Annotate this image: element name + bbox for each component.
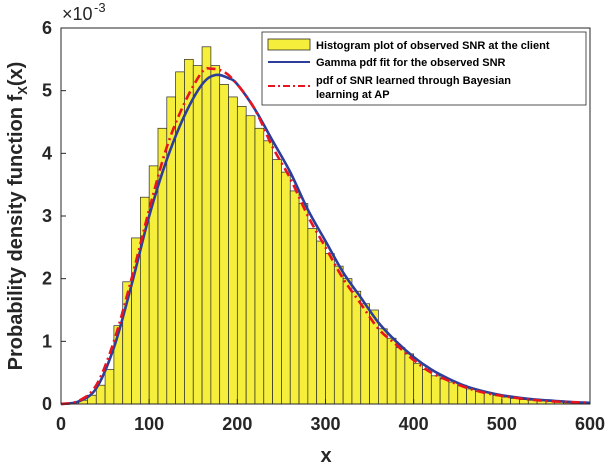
y-tick-label: 5: [42, 81, 52, 101]
x-axis-label: x: [320, 445, 331, 466]
histogram-bar: [281, 171, 291, 405]
histogram-bar: [263, 140, 273, 405]
y-axis-label-tail: (x): [5, 62, 27, 86]
y-tick-label: 2: [42, 269, 52, 289]
y-tick-label: 3: [42, 206, 52, 226]
histogram-bar: [219, 84, 229, 405]
histogram-bar: [422, 369, 432, 405]
histogram-bar: [413, 362, 423, 405]
legend-label-bayes-line1: pdf of SNR learned through Bayesian: [316, 75, 511, 87]
histogram-bar: [289, 190, 300, 405]
histogram-bar: [448, 381, 459, 405]
histogram-bar: [298, 203, 309, 405]
histogram-bar: [360, 303, 370, 405]
legend-label-bayes-line2: learning at AP: [316, 89, 390, 101]
legend-swatch-histogram: [267, 38, 311, 51]
y-tick-label: 0: [42, 394, 52, 414]
histogram-bar: [272, 159, 282, 405]
y-tick-label: 6: [42, 18, 52, 38]
histogram-bar: [307, 228, 318, 405]
histogram-bar: [378, 328, 388, 405]
histogram-bar: [254, 127, 265, 405]
pdf-curves: [60, 66, 591, 406]
x-tick-label: 600: [575, 414, 605, 434]
x-tick-label: 500: [487, 414, 517, 434]
histogram-bar: [104, 369, 115, 405]
x-tick-label: 0: [56, 414, 66, 434]
histogram-bar: [210, 65, 221, 405]
histogram-bar: [325, 253, 335, 405]
y-axis-label: Probability density function fX(x): [5, 62, 30, 371]
histogram-bar: [404, 353, 415, 405]
histogram-bar: [430, 375, 441, 405]
y-tick-label: 4: [42, 143, 52, 163]
x-tick-label: 100: [134, 414, 164, 434]
histogram-bar: [333, 265, 344, 405]
histogram-bar: [386, 337, 397, 405]
x-tick-label: 400: [399, 414, 429, 434]
histogram-bar: [395, 347, 406, 405]
x-tick-label: 200: [222, 414, 252, 434]
histogram-bar: [439, 378, 450, 405]
legend-label-histogram: Histogram plot of observed SNR at the cl…: [316, 40, 550, 52]
y-exponent-power: -3: [94, 0, 106, 15]
x-axis-ticks: 0 100 200 300 400 500 600: [56, 399, 605, 434]
histogram-bar: [342, 278, 353, 405]
y-axis-ticks: 0 1 2 3 4 5 6: [42, 18, 66, 414]
histogram-bar: [201, 46, 212, 405]
y-exponent-base: ×10: [62, 4, 93, 24]
histogram-bar: [351, 290, 362, 405]
y-axis-label-main: Probability density function f: [5, 94, 27, 370]
y-axis-label-sub: X: [15, 86, 30, 95]
x-tick-label: 300: [310, 414, 340, 434]
histogram-bar: [245, 115, 256, 405]
histogram-bar: [228, 96, 238, 405]
y-tick-label: 1: [42, 331, 52, 351]
histogram-bar: [316, 240, 326, 405]
bayesian-pdf-curve: [60, 66, 591, 406]
histogram-bars: [60, 46, 591, 405]
histogram-bar: [236, 105, 247, 405]
histogram-bar: [466, 388, 476, 405]
histogram-bar: [192, 65, 203, 405]
legend: Histogram plot of observed SNR at the cl…: [261, 31, 587, 106]
legend-box: [261, 31, 587, 106]
legend-label-gamma: Gamma pdf fit for the observed SNR: [316, 57, 506, 69]
